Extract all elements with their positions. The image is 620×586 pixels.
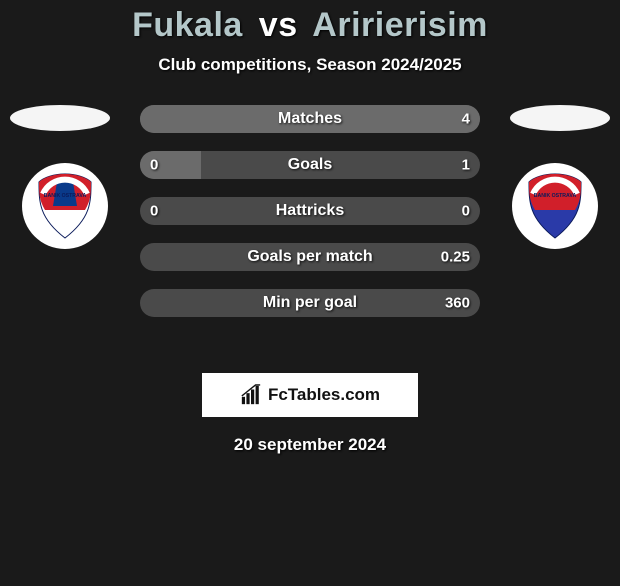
brand-text: FcTables.com [268,385,380,405]
stat-label: Hattricks [140,202,480,220]
date-text: 20 september 2024 [0,435,620,455]
stat-row: 0Hattricks0 [140,197,480,225]
stat-label: Matches [140,110,480,128]
shield-icon: BANIK OSTRAVA [525,172,585,240]
player2-platform [510,105,610,131]
club-badge-left: BANIK OSTRAVA [22,163,108,249]
shield-icon: BANIK OSTRAVA [35,172,95,240]
stat-row: 0Goals1 [140,151,480,179]
vs-text: vs [259,6,298,44]
comparison-title: Fukala vs Aririerisim [0,6,620,45]
stat-row: Matches4 [140,105,480,133]
subtitle: Club competitions, Season 2024/2025 [0,55,620,75]
stat-value-right: 1 [462,157,470,174]
club-name-left: BANIK OSTRAVA [44,193,87,199]
stat-label: Min per goal [140,294,480,312]
stat-row: Goals per match0.25 [140,243,480,271]
club-badge-right: BANIK OSTRAVA [512,163,598,249]
player2-name: Aririerisim [312,6,488,44]
stat-label: Goals per match [140,248,480,266]
club-name-right: BANIK OSTRAVA [534,193,577,199]
stat-value-right: 0.25 [441,249,470,266]
player1-platform [10,105,110,131]
barchart-icon [240,384,262,406]
stat-row: Min per goal360 [140,289,480,317]
stats-bars: Matches40Goals10Hattricks0Goals per matc… [140,105,480,335]
stat-label: Goals [140,156,480,174]
brand-badge[interactable]: FcTables.com [202,373,418,417]
stat-value-right: 360 [445,295,470,312]
comparison-content: BANIK OSTRAVA BANIK OSTRAVA Matches40Goa… [0,105,620,365]
player1-name: Fukala [132,6,243,44]
stat-value-right: 4 [462,111,470,128]
stat-value-right: 0 [462,203,470,220]
